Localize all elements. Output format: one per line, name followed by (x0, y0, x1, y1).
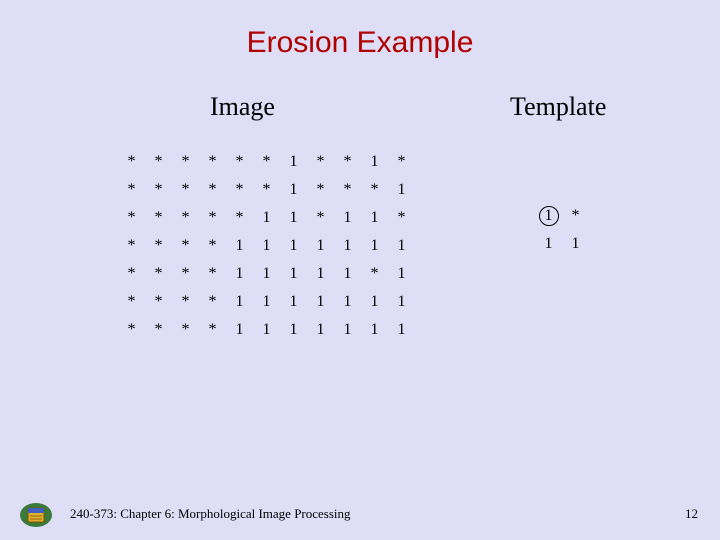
grid-cell: 1 (280, 316, 307, 344)
grid-row: ******1**1* (118, 148, 415, 176)
template-grid: 1*11 (535, 202, 589, 258)
grid-cell: 1 (253, 232, 280, 260)
grid-cell: 1 (307, 260, 334, 288)
grid-cell: 1 (280, 176, 307, 204)
grid-cell: * (145, 232, 172, 260)
grid-cell: * (118, 316, 145, 344)
grid-cell: * (199, 232, 226, 260)
grid-cell: 1 (388, 316, 415, 344)
template-cell: 1 (535, 202, 562, 230)
grid-cell: 1 (280, 232, 307, 260)
grid-cell: * (145, 176, 172, 204)
grid-cell: 1 (280, 260, 307, 288)
grid-cell: 1 (361, 232, 388, 260)
grid-cell: * (145, 260, 172, 288)
grid-cell: * (334, 148, 361, 176)
grid-cell: * (118, 176, 145, 204)
grid-row: ****1111111 (118, 288, 415, 316)
template-cell: * (562, 202, 589, 230)
grid-cell: * (334, 176, 361, 204)
grid-cell: * (361, 176, 388, 204)
grid-cell: 1 (361, 316, 388, 344)
slide: Erosion Example Image Template ******1**… (0, 0, 720, 540)
grid-cell: * (199, 288, 226, 316)
grid-cell: * (361, 260, 388, 288)
slide-title: Erosion Example (0, 26, 720, 60)
grid-cell: 1 (388, 232, 415, 260)
grid-cell: 1 (307, 288, 334, 316)
grid-cell: * (118, 232, 145, 260)
grid-cell: * (145, 316, 172, 344)
template-cell: 1 (535, 230, 562, 258)
grid-cell: * (307, 176, 334, 204)
grid-cell: * (118, 288, 145, 316)
grid-cell: * (172, 260, 199, 288)
grid-cell: 1 (307, 316, 334, 344)
grid-cell: * (388, 148, 415, 176)
grid-cell: * (172, 204, 199, 232)
grid-cell: * (172, 176, 199, 204)
grid-cell: * (172, 316, 199, 344)
image-grid: ******1**1*******1***1*****11*11*****111… (118, 148, 415, 344)
grid-row: ****11111*1 (118, 260, 415, 288)
grid-cell: 1 (253, 316, 280, 344)
grid-cell: 1 (388, 176, 415, 204)
grid-row: ******1***1 (118, 176, 415, 204)
grid-cell: 1 (280, 204, 307, 232)
grid-cell: 1 (253, 288, 280, 316)
grid-cell: 1 (334, 288, 361, 316)
label-template: Template (510, 92, 606, 122)
grid-row: *****11*11* (118, 204, 415, 232)
grid-cell: 1 (334, 316, 361, 344)
footer-chapter: 240-373: Chapter 6: Morphological Image … (70, 506, 351, 522)
grid-cell: * (199, 148, 226, 176)
grid-cell: * (307, 204, 334, 232)
grid-cell: * (226, 148, 253, 176)
grid-cell: * (199, 176, 226, 204)
grid-cell: 1 (226, 260, 253, 288)
logo-icon (18, 500, 54, 530)
template-row: 1* (535, 202, 589, 230)
grid-cell: * (172, 148, 199, 176)
grid-cell: 1 (388, 288, 415, 316)
grid-cell: 1 (361, 288, 388, 316)
grid-cell: * (199, 316, 226, 344)
grid-cell: * (307, 148, 334, 176)
grid-cell: 1 (334, 260, 361, 288)
grid-cell: * (199, 204, 226, 232)
grid-cell: * (118, 204, 145, 232)
grid-cell: * (172, 232, 199, 260)
grid-cell: 1 (253, 260, 280, 288)
grid-cell: * (118, 148, 145, 176)
template-cell: 1 (562, 230, 589, 258)
grid-row: ****1111111 (118, 316, 415, 344)
template-row: 11 (535, 230, 589, 258)
label-image: Image (210, 92, 275, 122)
grid-cell: * (145, 148, 172, 176)
grid-cell: * (145, 288, 172, 316)
grid-cell: 1 (307, 232, 334, 260)
grid-cell: 1 (226, 288, 253, 316)
grid-cell: * (226, 204, 253, 232)
grid-cell: * (388, 204, 415, 232)
grid-cell: * (172, 288, 199, 316)
grid-cell: 1 (280, 288, 307, 316)
grid-cell: * (199, 260, 226, 288)
grid-cell: 1 (280, 148, 307, 176)
grid-cell: 1 (226, 316, 253, 344)
grid-cell: 1 (253, 204, 280, 232)
grid-cell: * (253, 148, 280, 176)
grid-row: ****1111111 (118, 232, 415, 260)
grid-cell: 1 (361, 148, 388, 176)
grid-cell: 1 (226, 232, 253, 260)
grid-cell: 1 (334, 232, 361, 260)
grid-cell: * (118, 260, 145, 288)
grid-cell: * (226, 176, 253, 204)
grid-cell: 1 (388, 260, 415, 288)
grid-cell: 1 (334, 204, 361, 232)
grid-cell: * (145, 204, 172, 232)
grid-cell: * (253, 176, 280, 204)
page-number: 12 (685, 506, 698, 522)
grid-cell: 1 (361, 204, 388, 232)
